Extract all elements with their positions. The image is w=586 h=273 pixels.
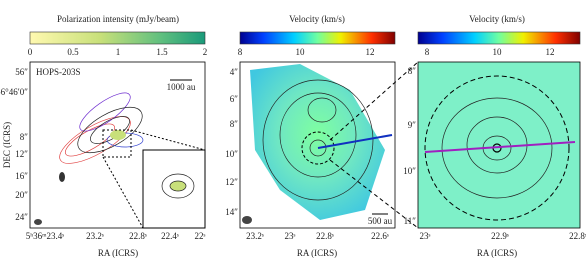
scale-bar-label: 500 au — [368, 216, 393, 226]
x-tick-label: 22ˢ — [195, 231, 206, 241]
y-tick-label: 8″ — [20, 132, 29, 142]
x-tick-label: 22.8ˢ — [316, 231, 334, 241]
y-tick-label: 16″ — [15, 171, 28, 181]
colorbar-label: Velocity (km/s) — [469, 14, 525, 24]
colorbar-tick: 8 — [238, 47, 243, 57]
x-tick-label: 22.9ˢ — [491, 231, 509, 241]
x-tick-label: 23.2ˢ — [246, 231, 264, 241]
colorbar — [29, 31, 206, 45]
scale-bar-label: 1000 au — [167, 82, 196, 92]
y-tick-label: 24″ — [15, 212, 28, 222]
contours — [262, 79, 374, 201]
x-tick-label: 22.8ˢ — [569, 231, 586, 241]
y-tick-label: 8″ — [408, 66, 417, 76]
colorbar-tick: 10 — [296, 47, 306, 57]
y-tick-label: 8″ — [230, 119, 239, 129]
x-axis-label: RA (ICRS) — [297, 248, 337, 258]
x-tick-label: 23ˢ — [285, 231, 296, 241]
colorbar-tick: 12 — [546, 47, 555, 57]
colorbar-label: Polarization intensity (mJy/beam) — [57, 14, 179, 24]
y-tick-label: 10″ — [225, 149, 238, 159]
y-axis-label: DEC (ICRS) — [2, 122, 12, 168]
y-tick-label: 6″ — [230, 94, 239, 104]
colorbar — [417, 31, 581, 45]
x-axis-label: RA (ICRS) — [98, 248, 138, 258]
polarization-patch — [110, 130, 126, 140]
y-tick-label: 10″ — [403, 166, 416, 176]
x-tick-label: 23ˢ — [420, 231, 431, 241]
source-name: HOPS-203S — [36, 67, 81, 77]
x-tick-label: 22.6ˢ — [371, 231, 389, 241]
colorbar-tick: 1.5 — [156, 47, 168, 57]
colorbar-tick: 10 — [493, 47, 503, 57]
y-tick-label: 9″ — [408, 120, 417, 130]
colorbar-tick: 1 — [116, 47, 121, 57]
y-tick-label: 12″ — [225, 177, 238, 187]
colorbar — [239, 31, 396, 45]
y-tick-label: 56″ — [15, 67, 28, 77]
colorbar-tick: 2 — [203, 47, 208, 57]
velocity-map — [250, 64, 385, 220]
y-tick-label: -6°46′0″ — [0, 87, 28, 97]
x-tick-label: 22.4ˢ — [161, 231, 179, 241]
zoom-box — [102, 129, 132, 158]
x-tick-label: 22.8ˢ — [129, 231, 147, 241]
colorbar-label: Velocity (km/s) — [289, 14, 345, 24]
colorbar-tick: 0 — [28, 47, 33, 57]
y-tick-label: 20″ — [15, 190, 28, 200]
colorbar-tick: 12 — [366, 47, 375, 57]
x-tick-label: 5ʰ36ᵐ23.4ˢ — [26, 231, 65, 241]
colorbar-tick: 0.5 — [67, 47, 79, 57]
y-tick-label: 14″ — [225, 207, 238, 217]
y-tick-label: 11″ — [404, 216, 417, 226]
y-tick-label: 4″ — [230, 67, 239, 77]
colorbar-tick: 8 — [425, 47, 430, 57]
y-tick-label: 12″ — [15, 149, 28, 159]
x-axis-label: RA (ICRS) — [477, 248, 517, 258]
x-tick-label: 23.2ˢ — [86, 231, 104, 241]
contours — [59, 92, 144, 164]
